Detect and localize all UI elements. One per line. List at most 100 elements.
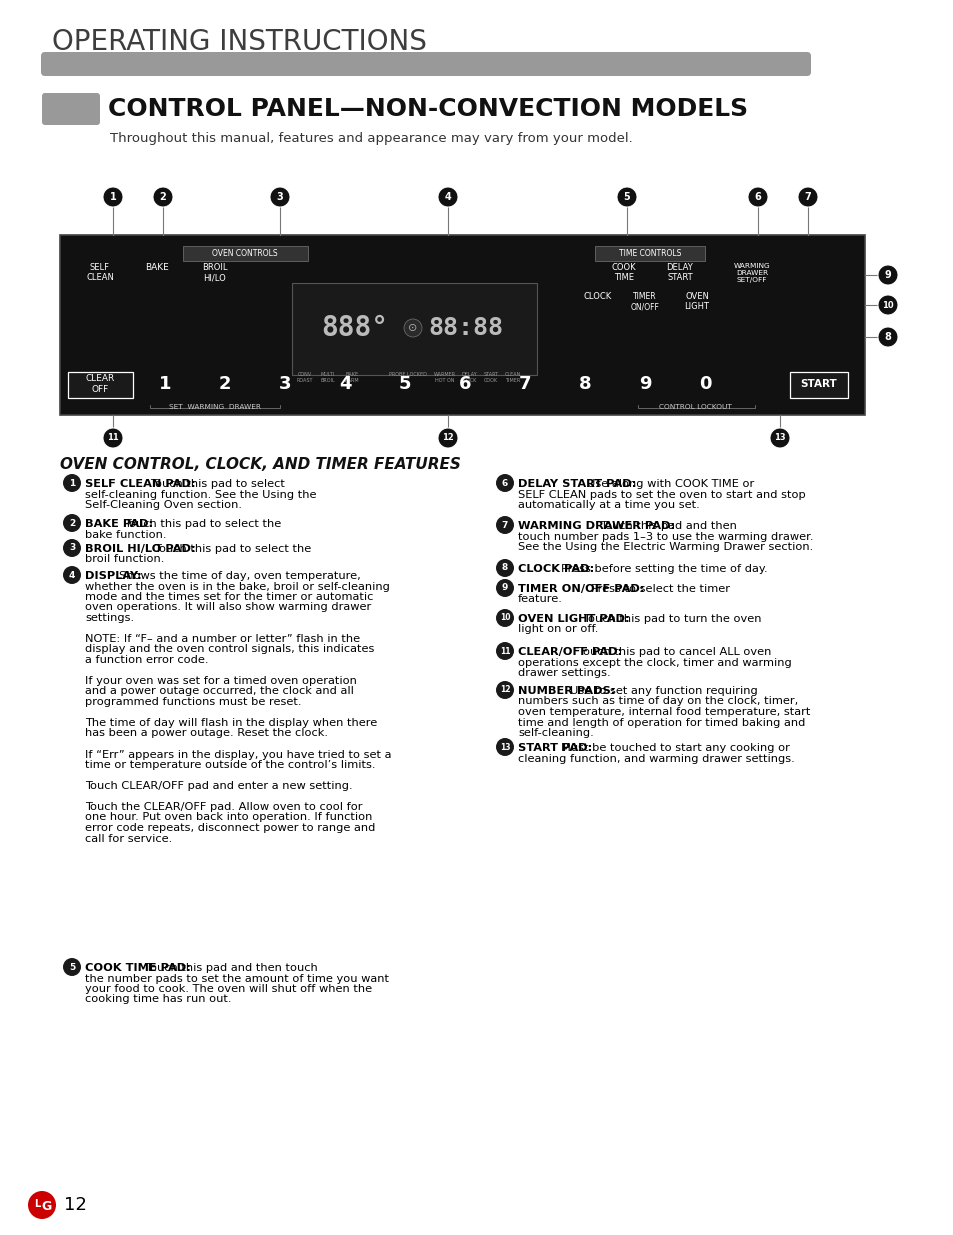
- Circle shape: [63, 474, 81, 492]
- Text: 8: 8: [883, 332, 890, 342]
- Text: START PAD:: START PAD:: [517, 743, 592, 753]
- Text: TIMER ON/OFF PAD:: TIMER ON/OFF PAD:: [517, 584, 644, 594]
- Text: 6: 6: [501, 478, 508, 488]
- Text: Must be touched to start any cooking or: Must be touched to start any cooking or: [560, 743, 789, 753]
- Text: CLOCK PAD:: CLOCK PAD:: [517, 564, 594, 574]
- Text: 8: 8: [578, 375, 591, 393]
- Text: ⊙: ⊙: [408, 324, 417, 333]
- Bar: [183, 246, 308, 261]
- Bar: [789, 372, 847, 398]
- Circle shape: [152, 186, 172, 207]
- Text: TIMER
ON/OFF: TIMER ON/OFF: [630, 291, 659, 311]
- Text: 4: 4: [444, 191, 451, 203]
- Text: MULTI
BROIL: MULTI BROIL: [320, 372, 335, 383]
- Text: a function error code.: a function error code.: [85, 655, 209, 664]
- Text: PROBE LOCKED: PROBE LOCKED: [389, 372, 427, 377]
- Circle shape: [797, 186, 817, 207]
- Circle shape: [617, 186, 637, 207]
- Text: 13: 13: [499, 742, 510, 752]
- Circle shape: [496, 609, 514, 627]
- Text: 1: 1: [158, 375, 172, 393]
- Text: SELF CLEAN PAD:: SELF CLEAN PAD:: [85, 479, 195, 489]
- Text: Touch this pad to cancel ALL oven: Touch this pad to cancel ALL oven: [578, 647, 771, 657]
- Text: operations except the clock, timer and warming: operations except the clock, timer and w…: [517, 657, 791, 667]
- Circle shape: [877, 295, 897, 315]
- Text: Touch CLEAR/OFF pad and enter a new setting.: Touch CLEAR/OFF pad and enter a new sett…: [85, 781, 353, 790]
- Text: Touch this pad to select the: Touch this pad to select the: [124, 519, 281, 529]
- Circle shape: [747, 186, 767, 207]
- Text: L: L: [34, 1199, 40, 1209]
- Circle shape: [877, 266, 897, 285]
- Text: 8: 8: [501, 563, 508, 573]
- Text: mode and the times set for the timer or automatic: mode and the times set for the timer or …: [85, 592, 373, 601]
- Text: 1: 1: [69, 478, 75, 488]
- Text: 11: 11: [107, 433, 119, 442]
- Text: Press to select the timer: Press to select the timer: [591, 584, 729, 594]
- Text: DELAY
CLOCK: DELAY CLOCK: [460, 372, 476, 383]
- Text: 2: 2: [159, 191, 166, 203]
- Text: 5: 5: [623, 191, 630, 203]
- Circle shape: [496, 739, 514, 756]
- Text: has been a power outage. Reset the clock.: has been a power outage. Reset the clock…: [85, 729, 328, 739]
- Circle shape: [769, 429, 789, 448]
- Circle shape: [403, 319, 421, 337]
- Text: DELAY
START: DELAY START: [666, 263, 693, 283]
- Text: OVEN LIGHT PAD:: OVEN LIGHT PAD:: [517, 614, 629, 624]
- Text: If your oven was set for a timed oven operation: If your oven was set for a timed oven op…: [85, 676, 356, 685]
- Text: COOK
TIME: COOK TIME: [611, 263, 636, 283]
- Text: OVEN CONTROL, CLOCK, AND TIMER FEATURES: OVEN CONTROL, CLOCK, AND TIMER FEATURES: [60, 457, 460, 472]
- Circle shape: [103, 186, 123, 207]
- Text: WARMER
HOT ON: WARMER HOT ON: [434, 372, 456, 383]
- Text: 6: 6: [754, 191, 760, 203]
- Text: 12: 12: [499, 685, 510, 694]
- Text: display and the oven control signals, this indicates: display and the oven control signals, th…: [85, 645, 374, 655]
- Text: Press before setting the time of day.: Press before setting the time of day.: [560, 564, 767, 574]
- Text: 2: 2: [218, 375, 231, 393]
- Text: SELF CLEAN pads to set the oven to start and stop: SELF CLEAN pads to set the oven to start…: [517, 489, 805, 499]
- Text: Touch the CLEAR/OFF pad. Allow oven to cool for: Touch the CLEAR/OFF pad. Allow oven to c…: [85, 802, 362, 811]
- Bar: [60, 235, 864, 415]
- Circle shape: [496, 680, 514, 699]
- Text: call for service.: call for service.: [85, 834, 172, 844]
- Text: time or temperature outside of the control’s limits.: time or temperature outside of the contr…: [85, 760, 375, 769]
- Text: 13: 13: [774, 433, 785, 442]
- Text: your food to cook. The oven will shut off when the: your food to cook. The oven will shut of…: [85, 984, 372, 994]
- Text: START
COOK: START COOK: [483, 372, 498, 383]
- Text: BROIL
HI/LO: BROIL HI/LO: [202, 263, 228, 283]
- Text: CLOCK: CLOCK: [583, 291, 612, 301]
- Text: OPERATING INSTRUCTIONS: OPERATING INSTRUCTIONS: [52, 28, 426, 56]
- Text: 12: 12: [64, 1195, 87, 1214]
- Text: BAKE
WARM: BAKE WARM: [344, 372, 359, 383]
- Text: Self-Cleaning Oven section.: Self-Cleaning Oven section.: [85, 500, 242, 510]
- Text: drawer settings.: drawer settings.: [517, 668, 610, 678]
- Text: settings.: settings.: [85, 613, 134, 622]
- Text: 7: 7: [803, 191, 810, 203]
- Text: CONV
ROAST: CONV ROAST: [296, 372, 313, 383]
- Circle shape: [103, 429, 123, 448]
- Text: If “Err” appears in the display, you have tried to set a: If “Err” appears in the display, you hav…: [85, 750, 391, 760]
- Text: 2: 2: [69, 519, 75, 527]
- Text: SET  WARMING  DRAWER: SET WARMING DRAWER: [169, 404, 261, 410]
- Text: self-cleaning function. See the Using the: self-cleaning function. See the Using th…: [85, 489, 316, 499]
- Text: WARMING DRAWER PAD:: WARMING DRAWER PAD:: [517, 521, 675, 531]
- Circle shape: [63, 958, 81, 976]
- Text: 3: 3: [276, 191, 283, 203]
- Text: TIME CONTROLS: TIME CONTROLS: [618, 249, 680, 258]
- Bar: [595, 246, 704, 261]
- Text: 9: 9: [639, 375, 651, 393]
- Text: SELF
CLEAN: SELF CLEAN: [86, 263, 113, 283]
- Circle shape: [496, 559, 514, 577]
- Circle shape: [63, 566, 81, 584]
- Text: See the Using the Electric Warming Drawer section.: See the Using the Electric Warming Drawe…: [517, 542, 812, 552]
- Circle shape: [496, 516, 514, 534]
- Text: CLEAR/OFF PAD:: CLEAR/OFF PAD:: [517, 647, 621, 657]
- Text: Throughout this manual, features and appearance may vary from your model.: Throughout this manual, features and app…: [110, 132, 632, 144]
- Text: light on or off.: light on or off.: [517, 625, 598, 635]
- Text: Touch this pad and then: Touch this pad and then: [599, 521, 736, 531]
- Text: cooking time has run out.: cooking time has run out.: [85, 994, 232, 1004]
- Text: Use to set any function requiring: Use to set any function requiring: [569, 685, 757, 697]
- Text: error code repeats, disconnect power to range and: error code repeats, disconnect power to …: [85, 823, 375, 832]
- Circle shape: [270, 186, 290, 207]
- Text: Touch this pad to select the: Touch this pad to select the: [153, 543, 311, 555]
- Text: 0: 0: [698, 375, 711, 393]
